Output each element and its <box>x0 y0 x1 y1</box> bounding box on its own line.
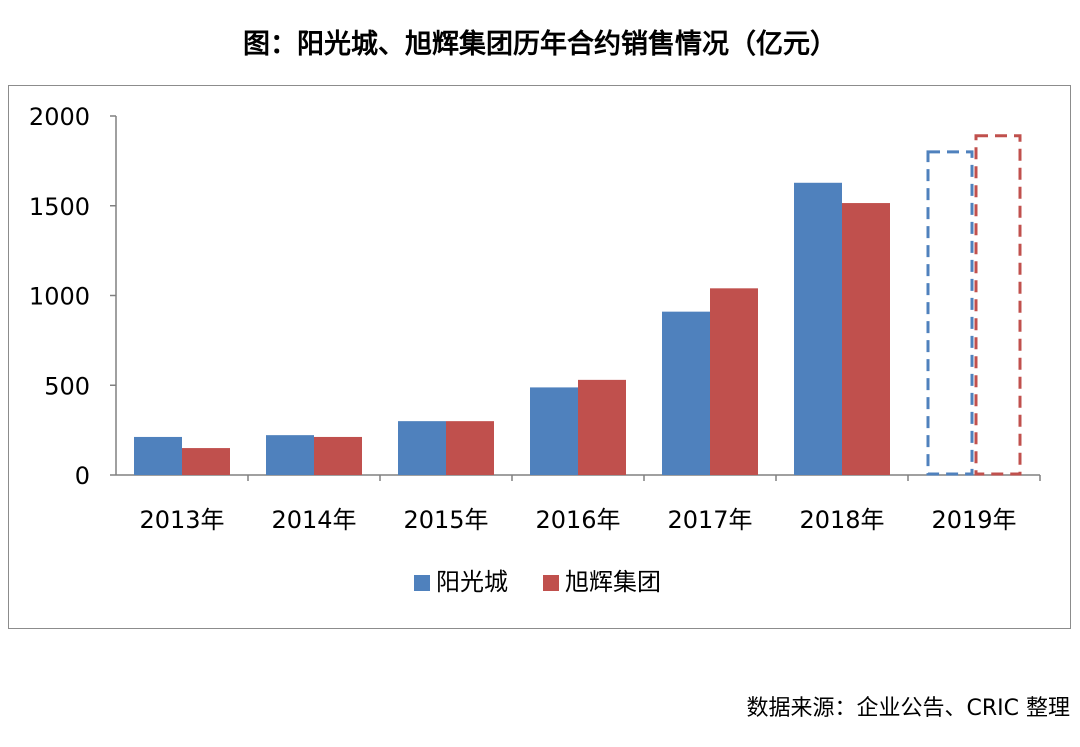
bar-series2 <box>446 421 494 475</box>
legend-label-series1: 阳光城 <box>436 568 508 596</box>
x-tick-label: 2017年 <box>667 506 752 534</box>
bar-series2 <box>710 288 758 475</box>
bar-series2 <box>314 436 362 475</box>
bar-series1 <box>794 182 842 476</box>
x-tick-label: 2015年 <box>403 506 488 534</box>
bar-series1 <box>134 436 182 475</box>
y-tick-label: 1000 <box>29 283 90 311</box>
legend-label-series2: 旭辉集团 <box>565 568 661 596</box>
source-note: 数据来源：企业公告、CRIC 整理 <box>746 696 1071 721</box>
y-tick-label: 2000 <box>29 103 90 131</box>
bar-series1 <box>266 435 314 475</box>
projected-bar-series1 <box>926 150 974 476</box>
x-tick-label: 2019年 <box>931 506 1016 534</box>
chart-title: 图：阳光城、旭辉集团历年合约销售情况（亿元） <box>243 29 837 60</box>
x-tick-label: 2014年 <box>271 506 356 534</box>
projected-bar-series2 <box>974 134 1022 476</box>
legend-swatch-series1 <box>414 575 430 591</box>
bar-series1 <box>662 311 710 475</box>
y-tick-label: 1500 <box>29 193 90 221</box>
y-tick-label: 500 <box>44 372 90 400</box>
bar-series1 <box>530 387 578 475</box>
y-tick-label: 0 <box>75 462 90 490</box>
x-tick-label: 2018年 <box>799 506 884 534</box>
legend-swatch-series2 <box>543 575 559 591</box>
x-tick-label: 2013年 <box>139 506 224 534</box>
chart-frame <box>8 85 1071 629</box>
x-tick-label: 2016年 <box>535 506 620 534</box>
bar-series2 <box>182 448 230 475</box>
bar-series2 <box>842 203 890 475</box>
bar-series2 <box>578 379 626 475</box>
bar-series1 <box>398 421 446 475</box>
